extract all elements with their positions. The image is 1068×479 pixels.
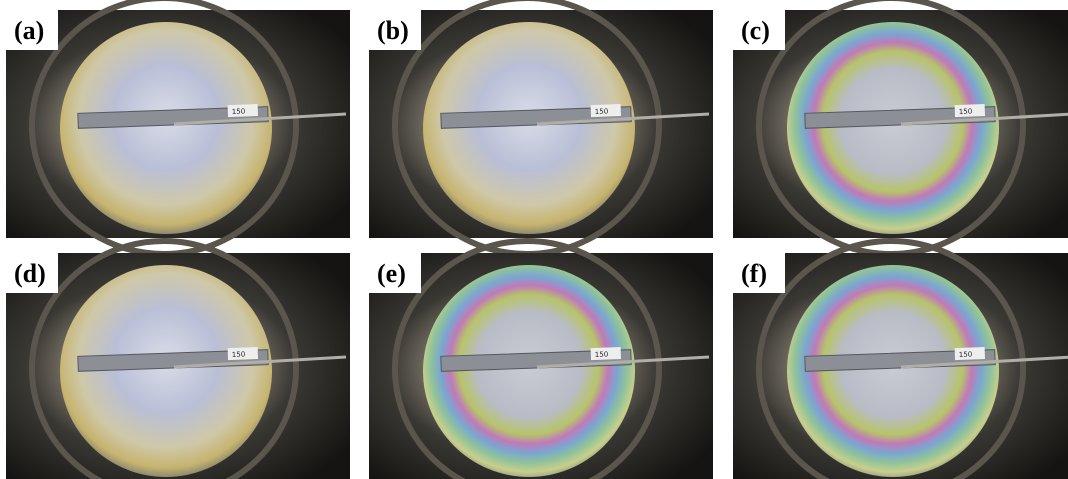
ruler-label: 150 [595,107,609,115]
panel-label: (d) [14,259,46,288]
photo-panel: 150 (d) [6,241,350,479]
panel-label: (f) [741,259,767,288]
figure: 150 (a) 150 (b) 150 (c) 150 (d) 150 (e) 150 (f) [0,0,1068,479]
panel-label: (c) [741,16,770,45]
photo-panel: 150 (a) [6,0,350,254]
photo-panel: 150 (c) [733,0,1068,254]
ruler-label: 150 [232,107,246,115]
photo-panel: 150 (e) [369,241,713,479]
ruler-label: 150 [595,350,609,358]
photo-panel: 150 (b) [369,0,713,254]
panel-label: (a) [14,16,44,45]
ruler-label: 150 [959,107,973,115]
panel-label: (b) [377,16,409,45]
panel-label: (e) [377,259,406,288]
ruler-label: 150 [959,350,973,358]
photo-panel: 150 (f) [733,241,1068,479]
ruler-label: 150 [232,350,246,358]
